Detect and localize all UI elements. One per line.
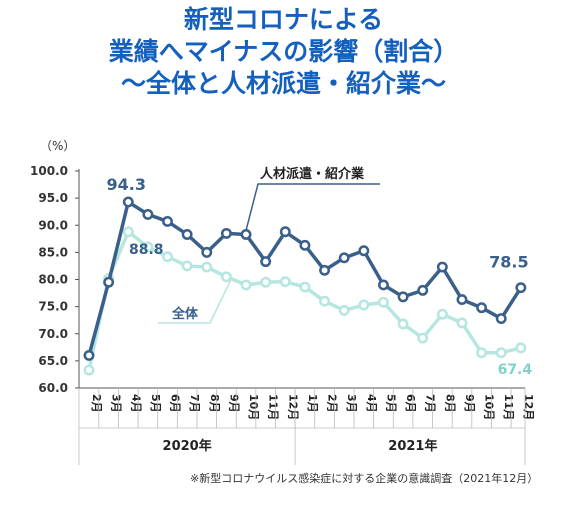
year-group-label: 2020年	[163, 438, 212, 454]
data-point-all	[279, 276, 291, 288]
year-group-label: 2021年	[388, 438, 437, 454]
data-point-main	[201, 246, 213, 258]
data-point-main	[220, 227, 232, 239]
y-tick-label: 65.0	[38, 354, 68, 368]
x-tick-label: 2月	[90, 394, 103, 413]
data-point-main	[417, 284, 429, 296]
annotation-end-main: 78.5	[489, 253, 528, 272]
data-point-all	[122, 226, 134, 238]
y-tick-label: 85.0	[38, 245, 68, 259]
chart-title-line-3: ～全体と人材派遣・紹介業～	[120, 69, 446, 98]
chart-title-line-2: 業績へマイナスの影響（割合）	[108, 37, 459, 66]
data-point-all	[476, 347, 488, 359]
data-point-all	[319, 295, 331, 307]
y-tick-label: 60.0	[38, 381, 68, 395]
data-point-all	[299, 281, 311, 293]
x-tick-label: 11月	[267, 394, 280, 420]
legend-label-all: 全体	[171, 306, 199, 322]
x-tick-label: 12月	[286, 394, 299, 420]
x-tick-label: 7月	[424, 394, 437, 413]
data-point-main	[515, 282, 527, 294]
data-point-main	[142, 208, 154, 220]
data-point-main	[495, 313, 507, 325]
data-point-main	[162, 216, 173, 227]
legend-leader-all	[158, 280, 232, 324]
data-point-main	[338, 252, 350, 264]
x-tick-label: 11月	[502, 394, 515, 420]
x-tick-label: 1月	[306, 394, 319, 413]
legend-label-main: 人材派遣・紹介業	[260, 166, 365, 182]
data-point-main	[103, 276, 115, 288]
data-point-main	[260, 256, 272, 268]
data-point-main	[181, 229, 193, 240]
x-tick-label: 10月	[483, 394, 496, 420]
data-point-all	[201, 261, 213, 273]
annotation-peak-all: 88.8	[129, 242, 164, 258]
data-point-main	[299, 239, 311, 251]
chart-title-line-1: 新型コロナによる	[183, 5, 384, 34]
data-point-main	[456, 294, 468, 306]
data-point-all	[417, 332, 429, 344]
x-tick-label: 10月	[247, 394, 260, 420]
data-point-main	[83, 350, 95, 361]
data-point-all	[240, 279, 252, 291]
y-tick-label: 80.0	[38, 273, 68, 287]
x-tick-label: 5月	[149, 394, 162, 413]
legend-leader-main	[245, 183, 380, 231]
data-point-main	[122, 196, 134, 208]
data-point-all	[495, 347, 507, 359]
data-point-all	[162, 251, 173, 263]
x-tick-label: 4月	[129, 394, 142, 413]
data-point-all	[378, 296, 389, 308]
x-tick-label: 2月	[326, 394, 339, 413]
data-point-all	[220, 271, 232, 283]
annotation-end-all: 67.4	[498, 362, 533, 378]
data-point-all	[515, 342, 527, 354]
x-tick-label: 8月	[443, 394, 456, 413]
x-tick-label: 8月	[208, 394, 221, 413]
x-tick-label: 12月	[522, 394, 535, 420]
x-tick-label: 9月	[463, 394, 476, 413]
y-tick-label: 75.0	[38, 300, 68, 314]
x-tick-label: 9月	[227, 394, 240, 413]
x-tick-label: 6月	[404, 394, 417, 413]
data-point-all	[436, 308, 448, 320]
data-point-all	[358, 299, 370, 311]
annotation-peak-main: 94.3	[107, 175, 146, 194]
y-tick-label: 100.0	[30, 164, 68, 178]
data-point-main	[476, 302, 488, 314]
y-tick-label: 90.0	[38, 218, 68, 232]
data-point-all	[260, 276, 272, 288]
data-point-main	[240, 229, 252, 240]
series-line-main	[87, 200, 523, 356]
data-point-all	[456, 317, 468, 329]
y-axis-unit-label: （%）	[40, 139, 75, 153]
data-point-all	[397, 318, 409, 330]
x-tick-label: 6月	[169, 394, 182, 413]
data-point-all	[83, 364, 95, 376]
x-tick-label: 3月	[345, 394, 358, 413]
data-point-main	[378, 279, 389, 291]
y-tick-label: 70.0	[38, 327, 68, 341]
x-tick-label: 5月	[384, 394, 397, 413]
data-point-all	[181, 260, 193, 272]
data-point-main	[436, 261, 448, 273]
x-tick-label: 3月	[110, 394, 123, 413]
data-point-main	[279, 226, 291, 238]
footnote: ※新型コロナウイルス感染症に対する企業の意識調査（2021年12月）	[190, 472, 539, 485]
x-tick-label: 4月	[365, 394, 378, 413]
data-point-main	[397, 291, 409, 303]
data-point-all	[142, 241, 154, 253]
y-tick-label: 95.0	[38, 191, 68, 205]
x-tick-label: 7月	[188, 394, 201, 413]
data-point-all	[338, 304, 350, 316]
data-point-main	[319, 264, 331, 276]
data-point-main	[358, 245, 370, 257]
